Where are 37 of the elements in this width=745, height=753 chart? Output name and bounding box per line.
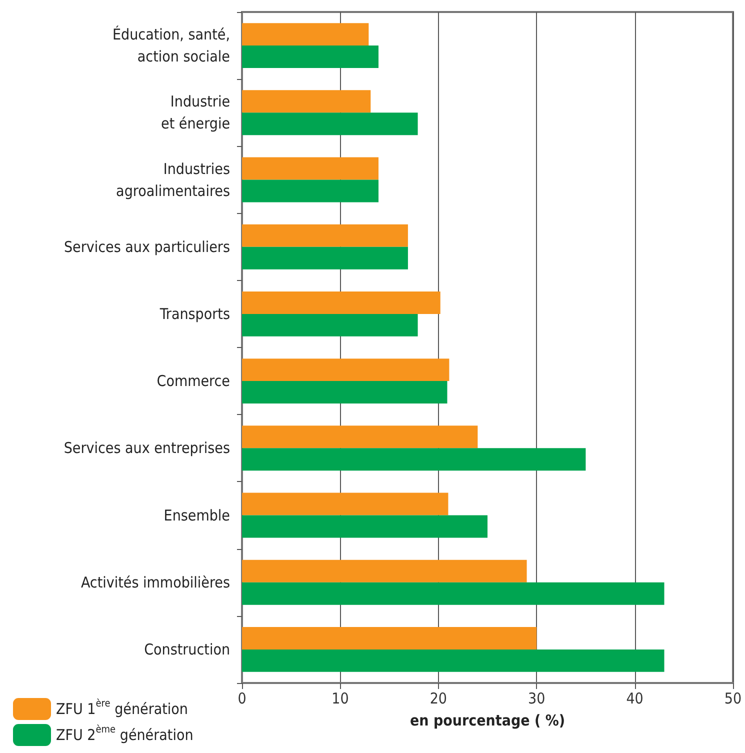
bar [242, 626, 537, 650]
bar [242, 157, 378, 180]
y-tick-label: Éducation, santé, action sociale [112, 26, 230, 66]
x-tick-label: 0 [238, 690, 246, 708]
bar [242, 649, 664, 672]
x-tick-label: 20 [430, 690, 447, 708]
y-tick-label: Industries agroalimentaires [116, 160, 230, 200]
y-tick-label: Construction [144, 640, 230, 658]
bar [242, 23, 369, 46]
bar [242, 314, 418, 336]
x-axis-title: en pourcentage ( %) [410, 712, 566, 730]
y-tick-label: Transports [158, 304, 230, 323]
bar [242, 291, 440, 314]
bar [242, 582, 664, 605]
y-tick-label: Services aux particuliers [64, 238, 230, 256]
bar [242, 90, 371, 113]
bar [242, 358, 450, 382]
bar [242, 448, 586, 471]
y-tick-label: Commerce [156, 372, 230, 390]
y-tick-label: Ensemble [164, 506, 230, 524]
bar [242, 426, 478, 448]
bar [242, 492, 448, 516]
x-tick-label: 30 [528, 690, 546, 708]
bar [242, 112, 418, 136]
bar [242, 224, 408, 247]
x-tick-label: 50 [724, 690, 742, 708]
y-tick-label: Industrie et énergie [161, 92, 230, 133]
x-tick-label: 40 [626, 690, 644, 708]
y-tick-label: Activités immobilières [80, 573, 230, 592]
bar [242, 515, 488, 538]
bar [242, 381, 448, 404]
bar [242, 246, 408, 270]
bar [242, 560, 527, 582]
y-tick-label: Services aux entreprises [64, 439, 230, 458]
bar [242, 46, 378, 68]
bar [242, 180, 378, 202]
x-tick-label: 10 [332, 690, 349, 708]
